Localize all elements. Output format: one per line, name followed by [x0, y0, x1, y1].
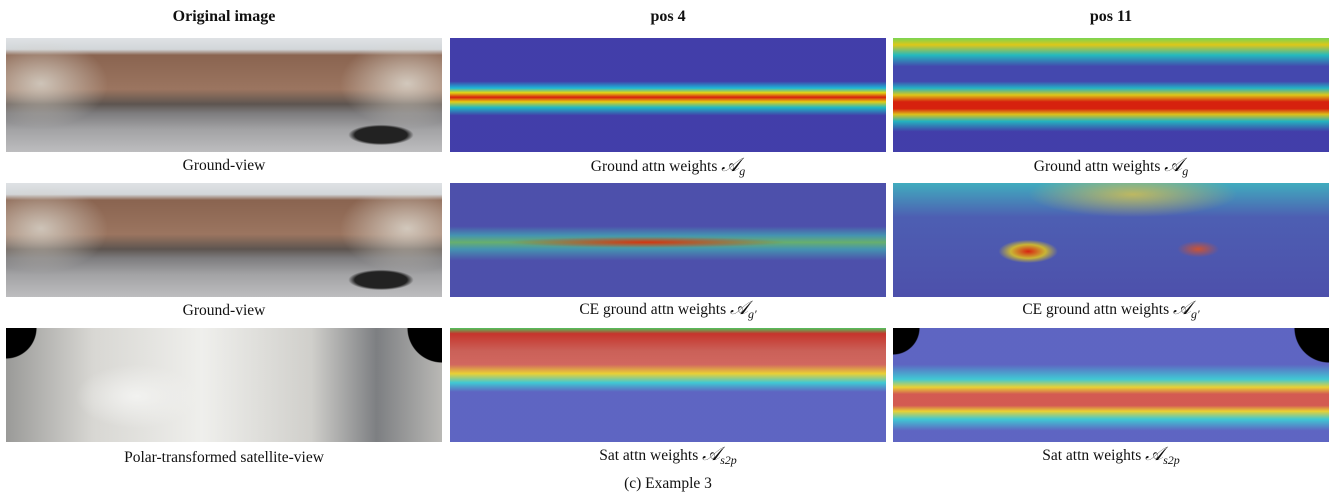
- heatmap: [450, 328, 886, 442]
- caption: Ground-view: [6, 302, 442, 320]
- math-subscript: g′: [748, 307, 757, 321]
- caption: Ground attn weights 𝒜g: [450, 155, 886, 179]
- column-header: Original image: [6, 8, 442, 26]
- caption-text: CE ground attn weights: [579, 301, 726, 318]
- caption: CE ground attn weights 𝒜g′: [893, 298, 1329, 322]
- caption-text: CE ground attn weights: [1022, 301, 1169, 318]
- math-symbol: 𝒜: [1145, 444, 1163, 465]
- heatmap: [450, 183, 886, 297]
- math-symbol: 𝒜: [721, 155, 739, 176]
- math-subscript: g: [739, 164, 745, 178]
- figure-caption: (c) Example 3: [450, 475, 886, 493]
- math-subscript: g′: [1191, 307, 1200, 321]
- caption: Sat attn weights 𝒜s2p: [893, 444, 1329, 468]
- heatmap: [893, 328, 1329, 442]
- math-subscript: s2p: [1163, 453, 1180, 467]
- math-symbol: 𝒜: [1173, 298, 1191, 319]
- math-symbol: 𝒜: [702, 444, 720, 465]
- ground-image: [6, 183, 442, 297]
- math-symbol: 𝒜: [1164, 155, 1182, 176]
- math-subscript: s2p: [720, 453, 737, 467]
- column-header: pos 11: [893, 8, 1329, 26]
- math-symbol: 𝒜: [730, 298, 748, 319]
- caption: CE ground attn weights 𝒜g′: [450, 298, 886, 322]
- caption-text: Sat attn weights: [1042, 447, 1141, 464]
- heatmap: [450, 38, 886, 152]
- caption: Polar-transformed satellite-view: [6, 449, 442, 467]
- heatmap: [893, 38, 1329, 152]
- caption-text: Ground attn weights: [1034, 158, 1161, 175]
- satellite-image: [6, 328, 442, 442]
- column-header: pos 4: [450, 8, 886, 26]
- caption-text: Ground attn weights: [591, 158, 718, 175]
- ground-image: [6, 38, 442, 152]
- caption: Ground attn weights 𝒜g: [893, 155, 1329, 179]
- figure: Original image pos 4 pos 11 Ground-view …: [0, 0, 1336, 500]
- caption: Ground-view: [6, 157, 442, 175]
- heatmap: [893, 183, 1329, 297]
- caption: Sat attn weights 𝒜s2p: [450, 444, 886, 468]
- math-subscript: g: [1182, 164, 1188, 178]
- caption-text: Sat attn weights: [599, 447, 698, 464]
